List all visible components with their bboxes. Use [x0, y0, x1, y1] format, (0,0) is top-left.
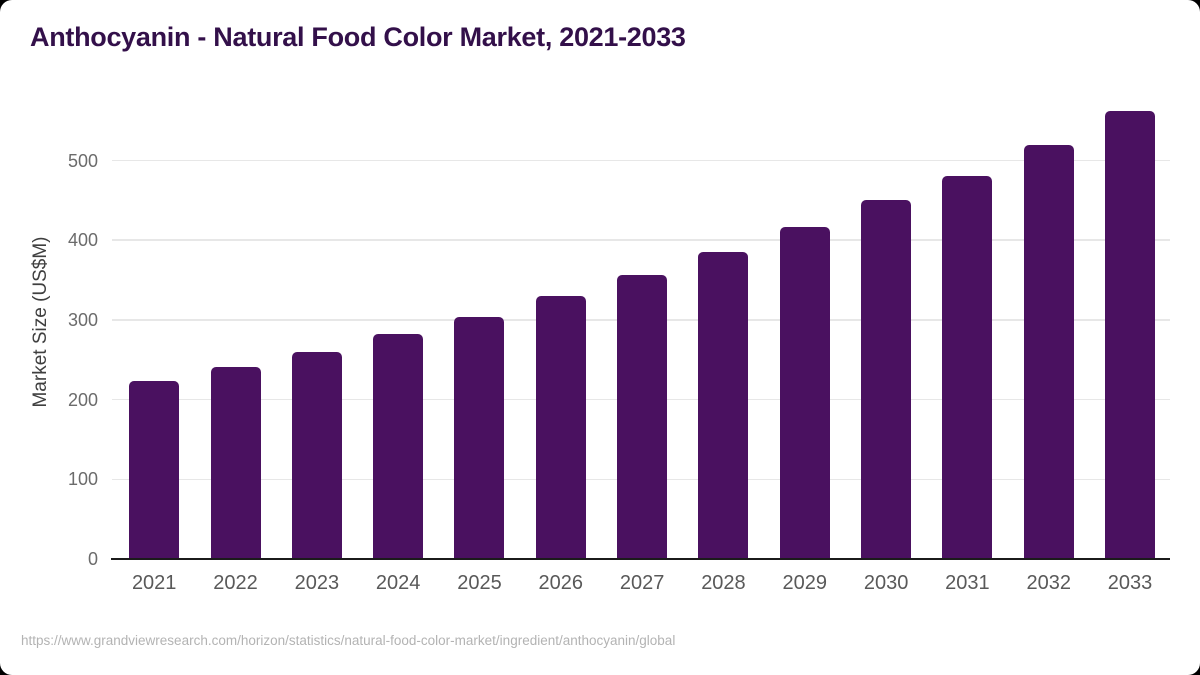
y-tick-label-400: 400: [67, 230, 98, 251]
bar-2029: [779, 226, 830, 559]
source-url: https://www.grandviewresearch.com/horizo…: [21, 633, 676, 648]
bar-2021: [129, 381, 180, 559]
y-tick-label-0: 0: [87, 549, 98, 569]
bar-2026: [535, 295, 586, 559]
x-axis-line: [111, 557, 1170, 560]
x-tick-label-2033: 2033: [1107, 572, 1153, 594]
x-tick-label-2021: 2021: [131, 572, 177, 594]
bar-2031: [942, 176, 993, 559]
x-tick-label-2024: 2024: [375, 572, 421, 594]
x-tick-label-2030: 2030: [863, 572, 909, 594]
y-tick-label-300: 300: [67, 309, 98, 330]
y-tick-label-500: 500: [67, 150, 98, 171]
y-gridline-500: [112, 159, 1170, 162]
bar-2032: [1023, 145, 1074, 559]
x-tick-label-2026: 2026: [538, 572, 584, 594]
x-tick-label-2027: 2027: [619, 572, 665, 594]
chart-title: Anthocyanin - Natural Food Color Market,…: [30, 22, 686, 52]
x-tick-label-2028: 2028: [701, 572, 746, 594]
x-tick-label-2031: 2031: [945, 572, 990, 594]
x-tick-label-2023: 2023: [294, 572, 340, 594]
bar-2025: [454, 316, 505, 559]
bar-2028: [698, 252, 749, 559]
bar-2033: [1105, 111, 1156, 559]
x-tick-label-2022: 2022: [213, 572, 258, 594]
x-tick-label-2029: 2029: [782, 572, 828, 594]
bar-2027: [617, 275, 668, 559]
y-gridline-400: [112, 239, 1170, 241]
bar-2024: [373, 334, 424, 559]
bar-2023: [291, 351, 342, 559]
x-tick-label-2025: 2025: [457, 572, 502, 594]
y-tick-label-200: 200: [67, 389, 98, 410]
x-tick-label-2032: 2032: [1026, 572, 1071, 594]
bar-2022: [210, 366, 261, 559]
bar-2030: [861, 200, 912, 559]
y-tick-label-100: 100: [67, 469, 98, 490]
